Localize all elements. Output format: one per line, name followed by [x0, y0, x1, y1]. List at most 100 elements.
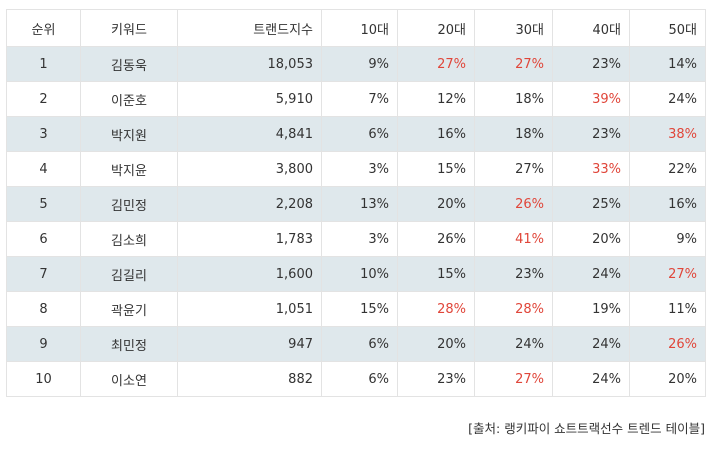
age-10s-cell: 7% [321, 81, 398, 117]
age-40s-cell: 24% [552, 361, 630, 397]
age-50s-cell: 11% [629, 291, 706, 327]
table-row: 8 곽윤기 1,051 15% 28% 28% 19% 11% [6, 291, 706, 327]
age-10s-cell: 15% [321, 291, 398, 327]
age-10s-cell: 6% [321, 361, 398, 397]
table-row: 3 박지원 4,841 6% 16% 18% 23% 38% [6, 116, 706, 152]
age-20s-cell: 20% [397, 326, 475, 362]
age-30s-cell: 27% [474, 361, 553, 397]
header-age-20s: 20대 [397, 9, 475, 47]
trend-index-cell: 4,841 [177, 116, 322, 152]
rank-cell: 7 [6, 256, 81, 292]
age-30s-cell: 41% [474, 221, 553, 257]
keyword-cell: 곽윤기 [80, 291, 178, 327]
age-30s-cell: 26% [474, 186, 553, 222]
header-trend-index: 트랜드지수 [177, 9, 322, 47]
keyword-cell: 김소희 [80, 221, 178, 257]
trend-table-container: 순위 키워드 트랜드지수 10대 20대 30대 40대 50대 1 김동욱 18,… [6, 9, 706, 397]
age-20s-cell: 16% [397, 116, 475, 152]
age-20s-cell: 20% [397, 186, 475, 222]
trend-index-cell: 2,208 [177, 186, 322, 222]
rank-cell: 10 [6, 361, 81, 397]
keyword-cell: 박지윤 [80, 151, 178, 187]
age-30s-cell: 18% [474, 81, 553, 117]
header-age-10s: 10대 [321, 9, 398, 47]
age-50s-cell: 26% [629, 326, 706, 362]
keyword-cell: 김길리 [80, 256, 178, 292]
age-40s-cell: 24% [552, 256, 630, 292]
table-row: 6 김소희 1,783 3% 26% 41% 20% 9% [6, 221, 706, 257]
keyword-cell: 이소연 [80, 361, 178, 397]
header-rank: 순위 [6, 9, 81, 47]
age-20s-cell: 26% [397, 221, 475, 257]
age-10s-cell: 6% [321, 116, 398, 152]
table-row: 7 김길리 1,600 10% 15% 23% 24% 27% [6, 256, 706, 292]
table-body: 1 김동욱 18,053 9% 27% 27% 23% 14% 2 이준호 5,910 7% 12% 18… [6, 46, 706, 397]
age-40s-cell: 24% [552, 326, 630, 362]
trend-index-cell: 3,800 [177, 151, 322, 187]
trend-index-cell: 947 [177, 326, 322, 362]
age-20s-cell: 23% [397, 361, 475, 397]
table-header-row: 순위 키워드 트랜드지수 10대 20대 30대 40대 50대 [6, 9, 706, 47]
age-20s-cell: 15% [397, 151, 475, 187]
keyword-cell: 김민정 [80, 186, 178, 222]
age-10s-cell: 9% [321, 46, 398, 82]
rank-cell: 3 [6, 116, 81, 152]
age-40s-cell: 20% [552, 221, 630, 257]
age-50s-cell: 14% [629, 46, 706, 82]
trend-index-cell: 882 [177, 361, 322, 397]
table-row: 9 최민정 947 6% 20% 24% 24% 26% [6, 326, 706, 362]
age-40s-cell: 23% [552, 116, 630, 152]
trend-index-cell: 1,783 [177, 221, 322, 257]
age-20s-cell: 27% [397, 46, 475, 82]
table-row: 4 박지윤 3,800 3% 15% 27% 33% 22% [6, 151, 706, 187]
table-row: 10 이소연 882 6% 23% 27% 24% 20% [6, 361, 706, 397]
rank-cell: 2 [6, 81, 81, 117]
rank-cell: 1 [6, 46, 81, 82]
age-20s-cell: 15% [397, 256, 475, 292]
keyword-cell: 김동욱 [80, 46, 178, 82]
age-10s-cell: 3% [321, 221, 398, 257]
age-30s-cell: 27% [474, 151, 553, 187]
table-row: 2 이준호 5,910 7% 12% 18% 39% 24% [6, 81, 706, 117]
age-40s-cell: 33% [552, 151, 630, 187]
age-30s-cell: 27% [474, 46, 553, 82]
age-40s-cell: 39% [552, 81, 630, 117]
age-30s-cell: 18% [474, 116, 553, 152]
age-50s-cell: 22% [629, 151, 706, 187]
age-50s-cell: 24% [629, 81, 706, 117]
keyword-cell: 이준호 [80, 81, 178, 117]
age-30s-cell: 24% [474, 326, 553, 362]
age-20s-cell: 12% [397, 81, 475, 117]
source-note: [출처: 랭키파이 쇼트트랙선수 트렌드 테이블] [468, 421, 705, 436]
header-age-50s: 50대 [629, 9, 706, 47]
keyword-cell: 최민정 [80, 326, 178, 362]
rank-cell: 5 [6, 186, 81, 222]
rank-cell: 9 [6, 326, 81, 362]
table-row: 1 김동욱 18,053 9% 27% 27% 23% 14% [6, 46, 706, 82]
table-row: 5 김민정 2,208 13% 20% 26% 25% 16% [6, 186, 706, 222]
age-50s-cell: 16% [629, 186, 706, 222]
age-40s-cell: 25% [552, 186, 630, 222]
age-30s-cell: 23% [474, 256, 553, 292]
age-10s-cell: 6% [321, 326, 398, 362]
age-40s-cell: 23% [552, 46, 630, 82]
header-keyword: 키워드 [80, 9, 178, 47]
rank-cell: 8 [6, 291, 81, 327]
age-50s-cell: 9% [629, 221, 706, 257]
age-50s-cell: 20% [629, 361, 706, 397]
age-10s-cell: 10% [321, 256, 398, 292]
age-40s-cell: 19% [552, 291, 630, 327]
age-30s-cell: 28% [474, 291, 553, 327]
keyword-cell: 박지원 [80, 116, 178, 152]
trend-index-cell: 1,051 [177, 291, 322, 327]
rank-cell: 4 [6, 151, 81, 187]
age-10s-cell: 3% [321, 151, 398, 187]
header-age-40s: 40대 [552, 9, 630, 47]
age-50s-cell: 27% [629, 256, 706, 292]
age-20s-cell: 28% [397, 291, 475, 327]
header-age-30s: 30대 [474, 9, 553, 47]
age-10s-cell: 13% [321, 186, 398, 222]
trend-index-cell: 18,053 [177, 46, 322, 82]
trend-table: 순위 키워드 트랜드지수 10대 20대 30대 40대 50대 1 김동욱 18,… [6, 9, 706, 397]
age-50s-cell: 38% [629, 116, 706, 152]
